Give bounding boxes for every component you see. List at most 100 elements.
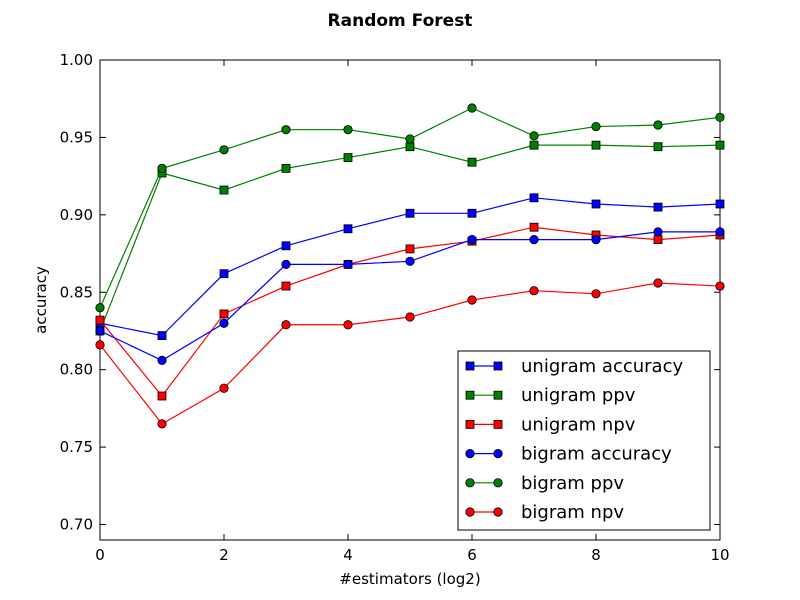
data-point <box>343 125 353 135</box>
y-tick-label: 1.00 <box>60 51 93 69</box>
legend-marker <box>465 361 475 371</box>
data-point <box>653 202 663 212</box>
x-tick-label: 2 <box>219 546 229 564</box>
data-point <box>157 163 167 173</box>
data-point <box>529 222 539 232</box>
legend-marker <box>493 448 503 459</box>
legend-marker <box>493 507 503 517</box>
legend-marker <box>465 448 475 459</box>
series-bigram-npv <box>95 278 725 429</box>
data-point <box>715 199 725 209</box>
data-point <box>591 199 601 209</box>
data-point <box>653 227 663 237</box>
data-point <box>653 142 663 152</box>
data-point <box>219 318 229 328</box>
legend-marker <box>493 419 503 429</box>
data-point <box>591 121 601 132</box>
axis-ticks: 0 2 4 6 8 10 0.70 0.75 0.80 0.85 0.90 0.95 1.00 <box>60 51 730 564</box>
data-point <box>343 153 353 162</box>
data-point <box>281 281 291 291</box>
data-point <box>157 355 167 365</box>
data-point <box>529 140 539 150</box>
data-point <box>405 208 415 218</box>
series-unigram-ppv <box>95 140 725 336</box>
legend-entry: bigram accuracy <box>465 444 672 465</box>
legend-marker <box>465 419 475 429</box>
x-tick-label: 8 <box>591 546 601 564</box>
series-layer <box>95 103 725 429</box>
data-point <box>95 326 105 336</box>
data-point <box>157 391 167 401</box>
data-point <box>653 235 663 245</box>
legend: unigram accuracy unigram ppv unigram npv bi… <box>457 350 711 531</box>
legend-entry: bigram npv <box>465 502 624 523</box>
data-point <box>343 224 353 234</box>
data-point <box>405 244 415 254</box>
data-point <box>343 259 353 269</box>
legend-marker <box>465 478 475 488</box>
data-point <box>591 235 601 245</box>
data-point <box>467 157 477 167</box>
data-point <box>529 235 539 245</box>
data-point <box>281 125 291 135</box>
legend-marker <box>465 507 475 517</box>
y-tick-label: 0.80 <box>60 361 93 379</box>
legend-label: unigram npv <box>521 414 636 435</box>
x-tick-label: 0 <box>95 546 105 564</box>
data-point <box>529 286 539 296</box>
y-axis-label: accuracy <box>32 266 50 334</box>
x-tick-label: 6 <box>467 546 477 564</box>
data-point <box>591 140 601 150</box>
legend-label: bigram npv <box>521 502 624 523</box>
data-point <box>95 303 105 313</box>
chart-title: Random Forest <box>328 11 473 31</box>
data-point <box>405 134 415 144</box>
data-point <box>653 278 663 288</box>
data-point <box>467 208 477 218</box>
legend-entry: unigram ppv <box>465 385 636 406</box>
legend-marker <box>465 390 475 400</box>
y-tick-label: 0.75 <box>60 438 93 456</box>
data-point <box>281 320 291 330</box>
data-point <box>715 140 725 150</box>
legend-label: unigram ppv <box>521 385 636 406</box>
legend-entry: bigram ppv <box>465 473 624 494</box>
data-point <box>405 312 415 322</box>
data-point <box>405 142 415 152</box>
legend-label: unigram accuracy <box>521 356 683 377</box>
data-point <box>281 259 291 269</box>
legend-box <box>457 350 711 531</box>
data-point <box>467 235 477 245</box>
data-point <box>157 419 167 429</box>
data-point <box>715 112 725 122</box>
data-point <box>715 227 725 237</box>
x-axis-label: #estimators (log2) <box>339 570 480 588</box>
legend-label: bigram ppv <box>521 473 624 494</box>
legend-entry: unigram accuracy <box>465 356 683 377</box>
x-tick-label: 4 <box>343 546 353 564</box>
y-tick-label: 0.90 <box>60 206 93 224</box>
data-point <box>219 269 229 279</box>
data-point <box>219 145 229 155</box>
data-point <box>219 185 229 195</box>
x-tick-label: 10 <box>710 546 729 564</box>
series-bigram-ppv <box>95 103 725 313</box>
data-point <box>95 340 105 350</box>
data-point <box>715 281 725 291</box>
data-point <box>529 193 539 203</box>
legend-marker <box>493 390 503 400</box>
data-point <box>467 295 477 305</box>
legend-entry: unigram npv <box>465 414 636 435</box>
data-point <box>219 309 229 319</box>
y-tick-label: 0.85 <box>60 283 93 301</box>
data-point <box>281 241 291 251</box>
data-point <box>343 320 353 330</box>
data-point <box>405 256 415 266</box>
data-point <box>219 383 229 393</box>
data-point <box>467 103 477 113</box>
data-point <box>529 131 539 141</box>
y-tick-label: 0.70 <box>60 516 93 534</box>
legend-marker <box>493 478 503 488</box>
data-point <box>281 163 291 173</box>
